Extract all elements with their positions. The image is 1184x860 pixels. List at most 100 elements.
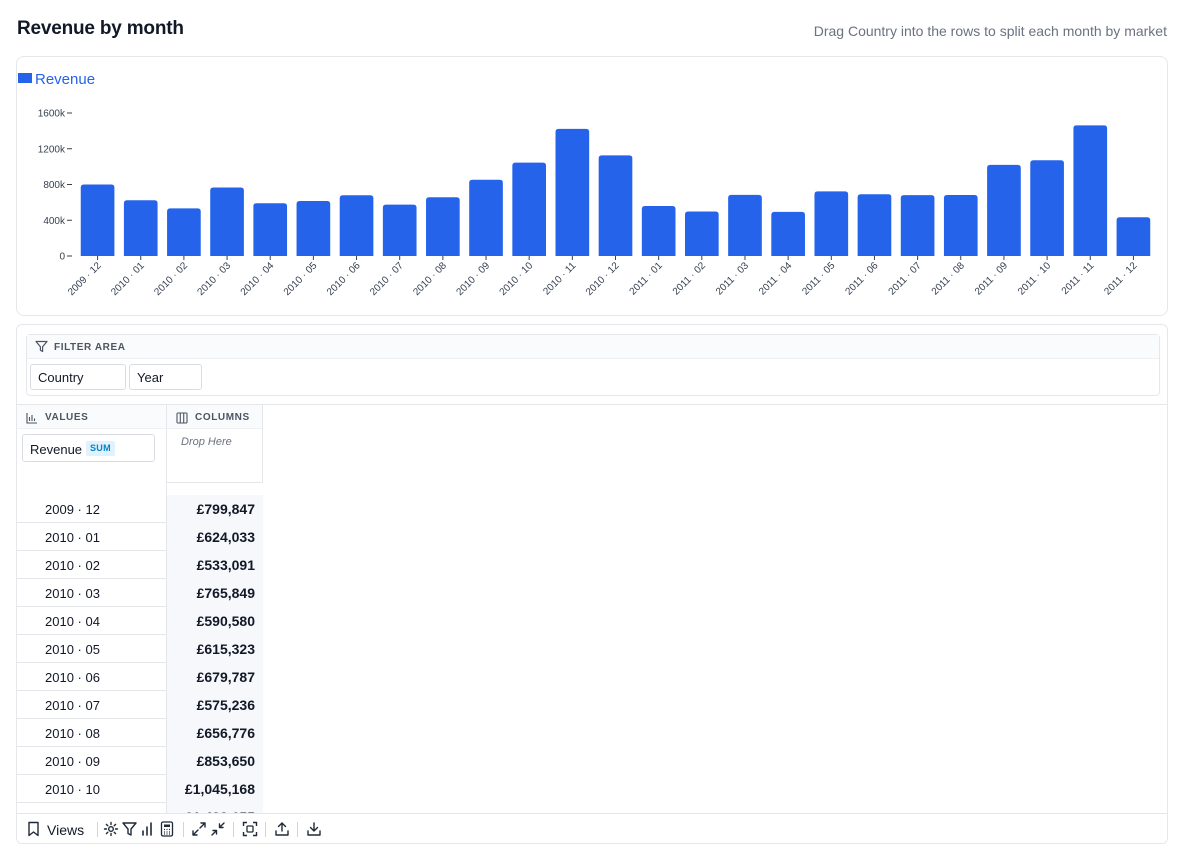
x-tick-label: 2011 · 09 [973,260,1010,297]
legend-label[interactable]: Revenue [35,71,95,88]
table-row[interactable]: 2010 · 08 £656,776 [17,719,263,747]
table-row[interactable]: 2010 · 02 £533,091 [17,551,263,579]
value-field-label: Revenue [30,442,83,457]
table-row[interactable]: 2010 · 10 £1,045,168 [17,775,263,803]
bar[interactable] [598,155,633,256]
x-tick-label: 2010 · 11 [541,260,578,297]
download-icon[interactable] [306,821,322,839]
aggregation-badge[interactable]: SUM [86,441,115,456]
pivot-table: FILTER AREA Country Year VALUES Revenue … [16,324,1168,844]
x-tick-label: 2011 · 10 [1016,260,1053,297]
x-tick-label: 2010 · 04 [239,260,277,298]
y-tick-label: 1200k [38,144,66,155]
bar[interactable] [771,211,805,256]
revenue-cell: £575,236 [167,691,263,719]
bar[interactable] [728,194,762,256]
bar[interactable] [1073,125,1108,256]
revenue-cell: £799,847 [167,495,263,523]
row-header: 2010 · 01 [17,523,167,551]
x-tick-label: 2011 · 06 [843,260,880,297]
table-row[interactable]: 2010 · 04 £590,580 [17,607,263,635]
bar[interactable] [814,191,849,256]
row-header: 2010 · 04 [17,607,167,635]
bar[interactable] [469,179,503,256]
legend-swatch [18,73,32,83]
bar[interactable] [943,194,978,256]
bar[interactable] [555,128,590,256]
revenue-cell: £615,323 [167,635,263,663]
table-row[interactable]: 2010 · 11£1,422,655 [17,803,263,813]
settings-icon[interactable] [103,821,119,839]
x-tick-label: 2011 · 12 [1102,260,1139,297]
bar[interactable] [80,184,115,256]
x-tick-label: 2010 · 06 [325,260,363,298]
export-icon[interactable] [274,821,290,839]
bar[interactable] [987,164,1021,256]
views-button[interactable]: Views [47,822,85,838]
table-row[interactable]: 2010 · 07 £575,236 [17,691,263,719]
x-tick-label: 2010 · 10 [498,260,536,298]
y-tick-label: 400k [43,216,66,227]
columns-panel[interactable]: COLUMNS Drop Here [167,405,263,483]
bar[interactable] [123,200,158,256]
table-row[interactable]: 2010 · 03 £765,849 [17,579,263,607]
revenue-cell: £1,045,168 [167,775,263,803]
table-row[interactable]: 2010 · 06 £679,787 [17,663,263,691]
bar[interactable] [900,195,935,256]
bar[interactable] [167,208,201,256]
revenue-cell: £679,787 [167,663,263,691]
table-row[interactable]: 2009 · 12 £799,847 [17,495,263,523]
values-label: VALUES [45,412,89,423]
revenue-cell: £765,849 [167,579,263,607]
columns-label: COLUMNS [195,412,250,423]
pivot-divider [17,404,1167,405]
x-tick-label: 2011 · 11 [1060,260,1097,297]
x-tick-label: 2010 · 12 [584,260,622,298]
row-header: 2010 · 08 [17,719,167,747]
columns-drop-zone[interactable]: Drop Here [181,436,232,448]
calculator-icon[interactable] [160,821,174,839]
bar[interactable] [382,204,417,256]
bar[interactable] [857,194,892,256]
revenue-cell: £533,091 [167,551,263,579]
toolbar-separator [297,822,298,837]
bar[interactable] [1030,160,1064,256]
filter-chip-year[interactable]: Year [129,364,202,390]
bar[interactable] [210,187,244,256]
y-tick-label: 800k [43,180,66,191]
row-header: 2010 · 10 [17,775,167,803]
collapse-icon[interactable] [210,821,226,839]
row-header: 2010 · 05 [17,635,167,663]
bar[interactable] [684,211,719,256]
filter-chip-country[interactable]: Country [30,364,126,390]
x-tick-label: 2010 · 01 [109,260,147,298]
table-row[interactable]: 2010 · 01 £624,033 [17,523,263,551]
table-row[interactable]: 2010 · 09 £853,650 [17,747,263,775]
bar[interactable] [296,201,331,256]
bar[interactable] [1116,217,1151,256]
bookmark-icon[interactable] [27,821,40,839]
expand-icon[interactable] [191,821,207,839]
x-tick-label: 2010 · 08 [411,260,449,298]
x-tick-label: 2011 · 04 [757,260,794,297]
chart-icon[interactable] [141,821,155,839]
bar[interactable] [253,203,288,256]
table-row[interactable]: 2010 · 05 £615,323 [17,635,263,663]
bar[interactable] [426,197,460,256]
filter-icon[interactable] [122,821,137,839]
toolbar-separator [183,822,184,837]
x-tick-label: 2011 · 01 [628,260,665,297]
x-tick-label: 2011 · 05 [800,260,837,297]
x-tick-label: 2011 · 03 [714,260,751,297]
bar[interactable] [339,195,374,256]
value-field-revenue[interactable]: Revenue SUM [22,434,155,462]
page-title: Revenue by month [17,18,184,39]
bar[interactable] [641,205,676,256]
revenue-cell: £853,650 [167,747,263,775]
fullscreen-icon[interactable] [242,821,258,839]
values-header: VALUES [17,405,166,429]
filter-icon [35,340,48,358]
toolbar-separator [233,822,234,837]
pivot-toolbar: Views [17,813,1167,843]
bar[interactable] [512,162,547,256]
